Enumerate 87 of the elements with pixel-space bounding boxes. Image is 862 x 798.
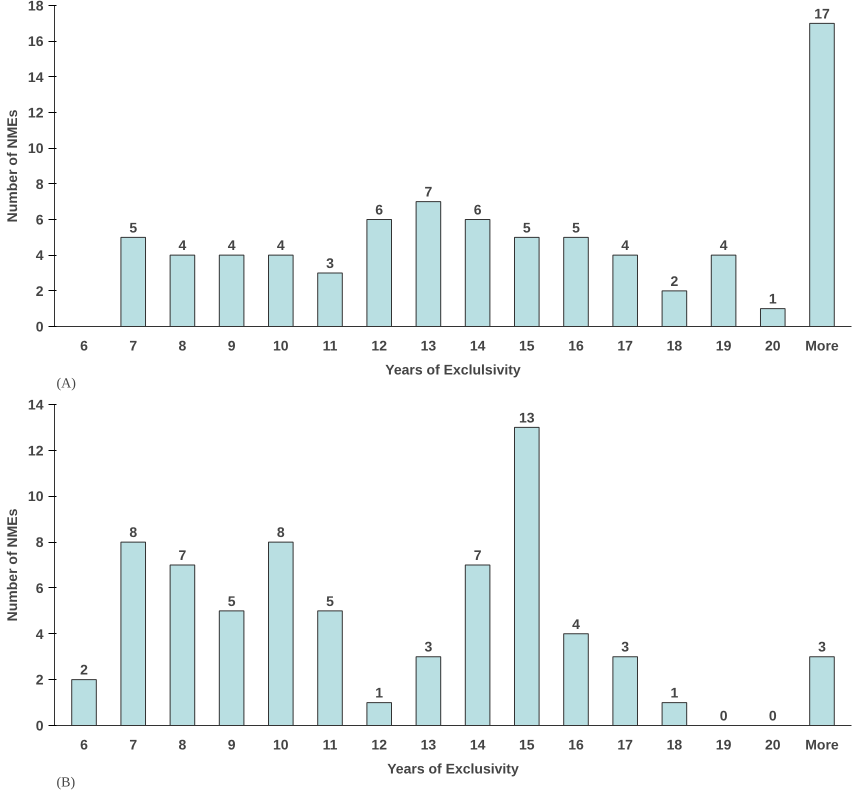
data-label: 6 [375, 202, 384, 218]
x-axis-title: Years of Exclusivity [387, 760, 519, 776]
x-tick-label: 18 [666, 736, 682, 752]
x-tick-label: 10 [273, 338, 289, 354]
y-tick-label: 14 [28, 396, 44, 412]
data-label: 7 [424, 184, 433, 200]
x-tick-label: 20 [765, 338, 781, 354]
data-label: 4 [178, 237, 187, 254]
y-tick-label: 0 [36, 318, 44, 334]
y-tick-label: 12 [28, 442, 44, 458]
data-label: 1 [768, 290, 777, 307]
data-label: 3 [621, 638, 630, 655]
y-tick-label: 0 [36, 718, 44, 734]
y-tick-label: 10 [28, 140, 44, 156]
data-label: 6 [474, 202, 482, 218]
data-label: 4 [276, 237, 285, 254]
data-label: 4 [720, 237, 728, 254]
x-tick-label: 16 [568, 736, 584, 752]
data-label: 8 [276, 524, 285, 540]
x-tick-label: 6 [80, 338, 88, 354]
x-tick-label: 11 [322, 736, 338, 752]
x-tick-label: 19 [716, 338, 732, 354]
y-tick-label: 10 [28, 488, 44, 504]
data-label: 3 [424, 638, 433, 655]
x-tick-label: 14 [470, 736, 486, 752]
x-tick-label: 6 [80, 736, 88, 752]
data-label: 0 [768, 708, 777, 724]
y-axis-title: Number of NMEs [4, 109, 20, 222]
x-tick-label: 13 [420, 736, 436, 752]
data-label: 5 [572, 219, 580, 236]
data-label: 3 [326, 255, 334, 271]
x-tick-label: 8 [178, 338, 187, 354]
x-tick-label: 8 [178, 736, 187, 752]
x-tick-label: 12 [371, 338, 388, 354]
data-label: 1 [375, 684, 384, 701]
y-tick-label: 12 [28, 104, 44, 120]
y-tick-label: 4 [36, 626, 44, 642]
x-tick-label: 14 [470, 338, 486, 354]
y-tick-label: 4 [36, 247, 44, 264]
x-tick-label: 15 [519, 338, 535, 354]
data-label: 0 [720, 708, 728, 724]
x-axis-title: Years of Exclulsivity [385, 362, 521, 378]
x-tick-label: 13 [420, 338, 436, 354]
text: (A) [56, 376, 76, 392]
x-tick-label: 19 [716, 736, 732, 752]
y-tick-label: 8 [36, 534, 44, 550]
x-tick-label: 18 [666, 338, 682, 354]
y-tick-label: 2 [36, 672, 44, 688]
data-label: 4 [228, 237, 236, 254]
x-tick-label: 7 [129, 736, 138, 752]
data-label: 5 [129, 219, 138, 236]
data-label: 7 [178, 547, 187, 563]
x-tick-label: More [805, 736, 839, 752]
x-tick-label: 9 [228, 338, 236, 354]
y-tick-label: 8 [36, 176, 44, 192]
data-label: 8 [129, 524, 138, 540]
x-tick-label: 20 [765, 736, 781, 752]
data-label: 2 [80, 662, 88, 678]
x-tick-label: 10 [273, 736, 289, 752]
data-label: 5 [522, 219, 531, 236]
data-label: 4 [572, 616, 580, 632]
data-label: 4 [621, 237, 630, 254]
x-tick-label: 9 [228, 736, 236, 752]
data-label: 7 [474, 547, 482, 563]
data-label: 1 [670, 684, 678, 701]
data-label: 5 [228, 592, 236, 609]
y-axis-title: Number of NMEs [4, 508, 20, 622]
y-tick-label: 18 [28, 0, 44, 14]
x-tick-label: 7 [129, 338, 138, 354]
x-tick-label: More [805, 338, 839, 354]
x-tick-label: 17 [617, 338, 634, 354]
x-tick-label: 15 [519, 736, 535, 752]
text: (B) [56, 776, 76, 790]
x-tick-label: 16 [568, 338, 584, 354]
data-label: 2 [670, 272, 678, 289]
data-label: 3 [818, 638, 826, 655]
y-tick-label: 6 [36, 580, 44, 596]
x-tick-label: 17 [617, 736, 634, 752]
y-tick-label: 16 [28, 33, 44, 50]
y-tick-label: 2 [36, 282, 44, 299]
data-label: 17 [814, 5, 830, 22]
y-tick-label: 6 [36, 212, 44, 228]
x-tick-label: 11 [322, 338, 338, 354]
data-label: 5 [326, 592, 334, 609]
x-tick-label: 12 [371, 736, 388, 752]
y-tick-label: 14 [28, 68, 44, 85]
data-label: 13 [519, 409, 535, 426]
